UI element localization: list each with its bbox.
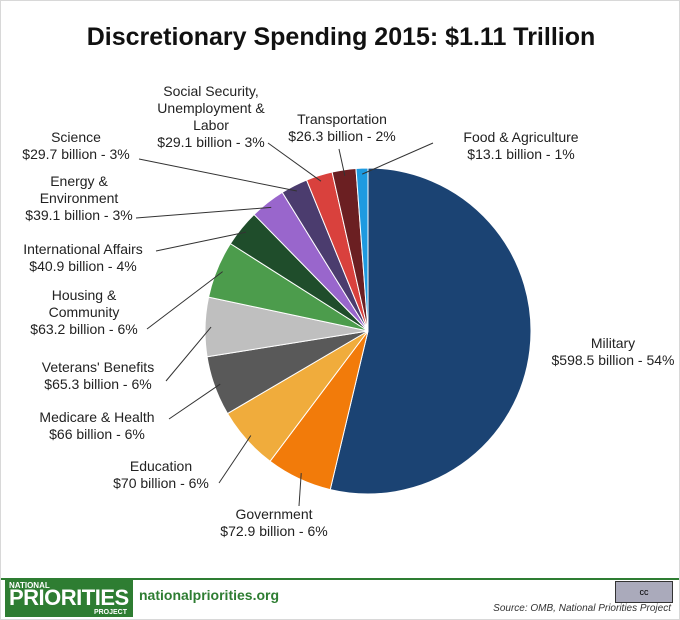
website: nationalpriorities.org <box>139 587 280 603</box>
leader-line <box>155 231 247 252</box>
leader-line <box>135 206 272 219</box>
leader-line <box>338 148 346 176</box>
slice-label: Science $29.7 billion - 3% <box>1 129 156 163</box>
slice-label: Social Security, Unemployment & Labor $29… <box>146 83 276 151</box>
value-label: $39.1 billion - 3% <box>25 207 133 223</box>
category-name: Energy & Environment <box>39 173 119 206</box>
pie-slice <box>355 167 369 332</box>
value-label: $29.1 billion - 3% <box>157 134 265 150</box>
category-name: Science <box>51 129 101 145</box>
value-label: $13.1 billion - 1% <box>467 146 575 162</box>
chart-title: Discretionary Spending 2015: $1.11 Trill… <box>86 23 596 51</box>
value-label: $63.2 billion - 6% <box>30 321 138 337</box>
category-name: Education <box>129 458 193 474</box>
value-label: $598.5 billion - 54% <box>551 352 675 368</box>
value-label: $65.3 billion - 6% <box>44 376 152 392</box>
category-name: Medicare & Health <box>39 409 155 425</box>
category-name: Veterans' Benefits <box>41 359 155 375</box>
slice-label: Education $70 billion - 6% <box>81 458 241 492</box>
logo-main: PRIORITIES <box>9 585 129 610</box>
slice-label: International Affairs $40.9 billion - 4% <box>3 241 163 275</box>
value-label: $66 billion - 6% <box>49 426 145 442</box>
category-name: Social Security, Unemployment & Labor <box>157 83 265 133</box>
slice-label: Energy & Environment $39.1 billion - 3% <box>24 173 134 224</box>
logo-bottom: PROJECT <box>93 609 127 616</box>
category-name: Government <box>235 506 313 522</box>
slice-label: Military $598.5 billion - 54% <box>533 335 679 369</box>
slice-label: Housing & Community $63.2 billion - 6% <box>29 287 139 338</box>
leader-line <box>362 142 434 175</box>
category-name: Military <box>590 335 636 351</box>
value-label: $40.9 billion - 4% <box>29 258 137 274</box>
value-label: $26.3 billion - 2% <box>288 128 396 144</box>
value-label: $70 billion - 6% <box>113 475 209 491</box>
source: Source: OMB, National Priorities Project <box>493 603 671 614</box>
slice-label: Transportation $26.3 billion - 2% <box>257 111 427 145</box>
value-label: $29.7 billion - 3% <box>22 146 130 162</box>
leader-line <box>218 435 252 484</box>
slice-label: Government $72.9 billion - 6% <box>194 506 354 540</box>
pie-slice <box>329 167 532 495</box>
slice-label: Veterans' Benefits $65.3 billion - 6% <box>18 359 178 393</box>
leader-line <box>165 326 212 382</box>
category-name: International Affairs <box>23 241 143 257</box>
license-badge: cc <box>615 581 673 603</box>
slice-label: Medicare & Health $66 billion - 6% <box>17 409 177 443</box>
leader-line <box>146 271 223 330</box>
value-label: $72.9 billion - 6% <box>220 523 328 539</box>
logo-top: NATIONAL <box>9 581 50 590</box>
slice-label: Food & Agriculture $13.1 billion - 1% <box>431 129 611 163</box>
leader-line <box>138 158 297 192</box>
leader-line <box>168 383 221 420</box>
logo: NATIONAL PRIORITIES PROJECT <box>5 579 133 617</box>
leader-line <box>298 473 302 507</box>
category-name: Housing & Community <box>48 287 120 320</box>
category-name: Food & Agriculture <box>463 129 579 145</box>
leader-line <box>267 142 322 182</box>
category-name: Transportation <box>297 111 387 127</box>
